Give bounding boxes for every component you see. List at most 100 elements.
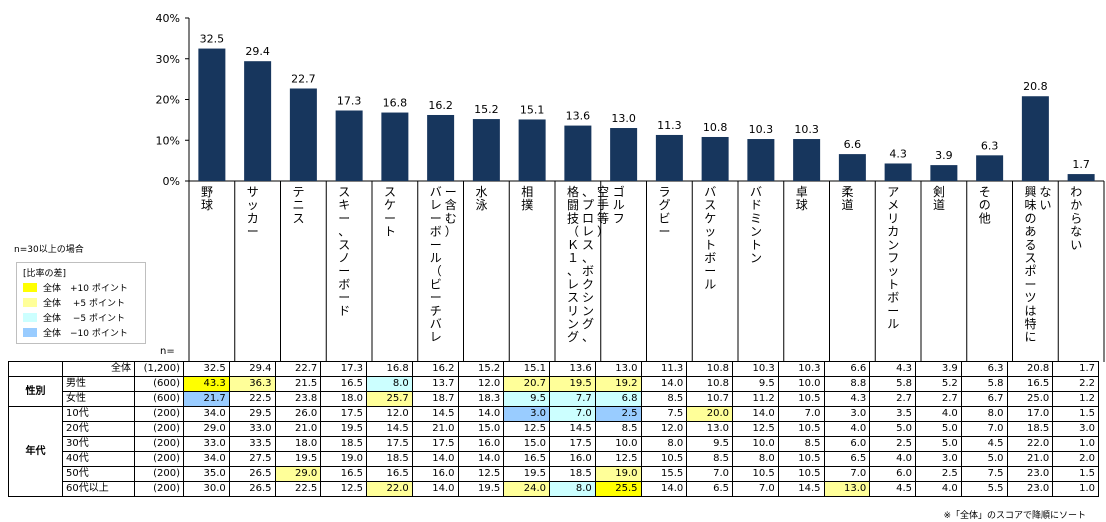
bar <box>518 119 546 181</box>
table-cell: 14.5 <box>366 421 413 437</box>
data-label: 15.2 <box>474 103 499 116</box>
table-cell: 26.5 <box>228 466 276 482</box>
table-cell: 26.0 <box>274 406 322 422</box>
table-cell: 18.7 <box>411 391 459 407</box>
table-cell: 3.0 <box>1052 421 1099 437</box>
legend-swatch <box>23 282 37 292</box>
bar <box>610 128 638 181</box>
table-cell: 6.8 <box>594 391 642 407</box>
row-label: 女性 <box>62 391 135 407</box>
table-cell: 20.0 <box>686 406 733 422</box>
n30-note: n=30以上の場合 <box>14 245 84 255</box>
table-cell: 16.2 <box>411 361 459 377</box>
table-cell: 1.0 <box>1052 436 1099 452</box>
table-cell: 18.5 <box>320 436 367 452</box>
bar <box>198 48 226 181</box>
category-label: ラグビー <box>659 185 671 239</box>
table-cell: 15.0 <box>457 421 505 437</box>
legend-item-minus5: 全体 −5 ポイント <box>23 311 125 324</box>
bar <box>1021 96 1049 181</box>
data-label: 6.3 <box>981 139 999 152</box>
table-cell: 13.0 <box>823 481 871 497</box>
table-cell: 23.8 <box>274 391 322 407</box>
row-n: (600) <box>134 376 184 392</box>
table-cell: 29.0 <box>183 421 230 437</box>
data-label: 16.2 <box>428 99 453 112</box>
table-cell: 2.7 <box>869 391 916 407</box>
table-cell: 13.7 <box>411 376 459 392</box>
table-cell: 10.0 <box>777 376 825 392</box>
table-row: 年代 10代 (200) 34.0 29.5 26.0 17.5 12.0 14.5 14.0 3.… <box>8 406 1099 497</box>
table-cell: 18.5 <box>1006 421 1054 437</box>
category-label: 相撲 <box>521 185 533 212</box>
legend-item-plus10: 全体 +10 ポイント <box>23 281 128 294</box>
table-cell: 10.0 <box>732 436 779 452</box>
table-cell: 21.0 <box>274 421 322 437</box>
table-cell: 35.0 <box>183 466 230 482</box>
table-cell: 14.0 <box>640 376 688 392</box>
table-cell: 21.0 <box>1006 451 1054 467</box>
table-cell: 2.0 <box>1052 451 1099 467</box>
table-cell: 15.0 <box>503 436 550 452</box>
table-cell: 4.3 <box>869 361 916 377</box>
table-cell: 1.5 <box>1052 466 1099 482</box>
table-cell: 23.0 <box>1006 481 1054 497</box>
category-label: サッカー <box>247 185 259 239</box>
table-cell: 25.7 <box>366 391 413 407</box>
table-cell: 12.5 <box>503 421 550 437</box>
bar <box>381 112 409 181</box>
table-cell: 14.0 <box>411 481 459 497</box>
table-cell: 4.0 <box>869 451 916 467</box>
table-cell: 7.0 <box>960 421 1008 437</box>
row-group-label: 年代 <box>8 406 63 497</box>
table-cell: 8.5 <box>686 451 733 467</box>
table-cell: 1.7 <box>1052 361 1099 377</box>
bar <box>472 119 500 181</box>
table-row: 40代 (200) 34.0 27.5 19.5 19.0 18.5 14.0 14.0 16.5… <box>9 451 1099 467</box>
table-cell: 34.0 <box>183 451 230 467</box>
bar <box>930 165 958 181</box>
table-cell: 7.0 <box>777 406 825 422</box>
table-cell: 13.0 <box>686 421 733 437</box>
table-cell: 16.5 <box>1006 376 1054 392</box>
table-cell: 1.5 <box>1052 406 1099 422</box>
table-cell: 4.0 <box>915 406 962 422</box>
table-cell: 6.0 <box>823 436 871 452</box>
bar-chart: 0% 10% 20% 30% 40% 32.5 野球 29.4 サッカー 22.7 テニス 17.3 ス… <box>156 12 1105 362</box>
table-row: 女性 (600) 21.7 22.5 23.8 18.0 25.7 18.7 18.3 9.5 7.… <box>9 391 1099 407</box>
table-row: 性別 男性 (600) 43.3 36.3 21.5 16.5 8.0 13.7 12.0 20.7… <box>8 376 1099 407</box>
row-label: 60代以上 <box>62 481 135 497</box>
data-label: 13.6 <box>566 110 591 123</box>
table-cell: 10.8 <box>686 376 733 392</box>
table-cell: 14.5 <box>549 421 596 437</box>
category-label: 野球 <box>201 185 213 212</box>
table-cell: 2.7 <box>915 391 962 407</box>
bar <box>884 163 912 181</box>
y-tick-label: 0% <box>163 175 180 188</box>
footnote: ※「全体」のスコアで降順にソート <box>943 511 1086 521</box>
table-cell: 30.0 <box>183 481 230 497</box>
table-cell: 5.0 <box>915 436 962 452</box>
table-row: 30代 (200) 33.0 33.5 18.0 18.5 17.5 17.5 16.0 15.0… <box>9 436 1099 452</box>
table-cell: 19.0 <box>594 466 642 482</box>
legend-item-plus5: 全体 +5 ポイント <box>23 296 125 309</box>
bar <box>335 110 363 181</box>
table-cell: 22.0 <box>366 481 413 497</box>
table-cell: 8.0 <box>549 481 596 497</box>
table-cell: 17.0 <box>1006 406 1054 422</box>
table-cell: 2.2 <box>1052 376 1099 392</box>
bar <box>564 125 592 181</box>
row-label: 50代 <box>62 466 135 482</box>
category-label: 興味のあるスポーツは特にない <box>1025 185 1052 344</box>
legend-swatch <box>23 297 37 307</box>
legend: [比率の差] 全体 +10 ポイント 全体 +5 ポイント 全体 −5 ポイント… <box>16 262 146 344</box>
category-label: 格闘技（Ｋ１、レスリング、プロレス、ボクシング、空手等） <box>567 184 609 344</box>
table-cell: 15.2 <box>457 361 505 377</box>
table-cell: 2.5 <box>594 406 642 422</box>
legend-label: 全体 +5 ポイント <box>43 298 125 309</box>
table-cell: 16.5 <box>366 466 413 482</box>
table-cell: 26.5 <box>228 481 276 497</box>
table-cell: 14.5 <box>411 406 459 422</box>
table-cell: 4.0 <box>823 421 871 437</box>
table-cell: 14.0 <box>732 406 779 422</box>
